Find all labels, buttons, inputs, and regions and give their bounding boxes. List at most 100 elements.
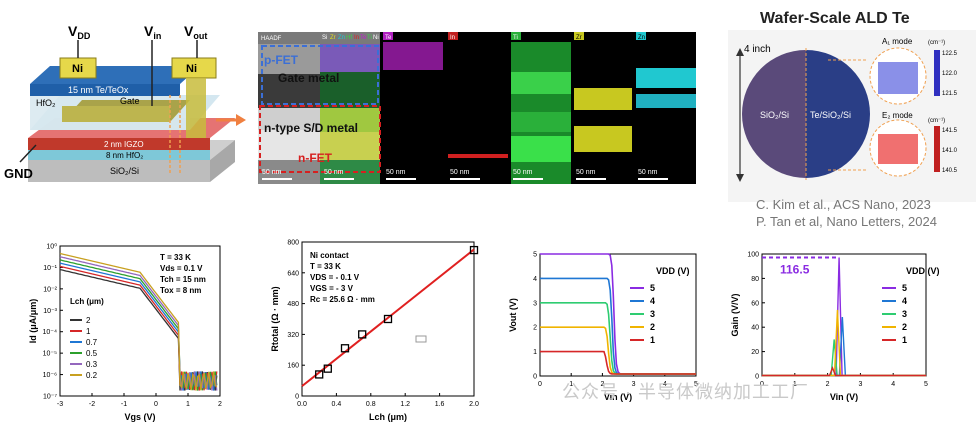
legend-label-2: 2 bbox=[86, 316, 91, 325]
svg-text:122.5: 122.5 bbox=[942, 51, 958, 57]
annotation: VGS = - 3 V bbox=[310, 284, 354, 293]
data-point bbox=[315, 370, 324, 379]
y-tick-label: 800 bbox=[287, 240, 299, 247]
wafer-title: Wafer-Scale ALD Te bbox=[760, 10, 910, 27]
transfer-curve-chart: -3 -2 -1 0 1 2 10⁻⁷ 10⁻⁶ 10⁻⁵ 10⁻⁴ 10⁻³ 10⁻² 10⁻¹ 10⁰… bbox=[28, 243, 222, 423]
a1-map bbox=[878, 62, 918, 94]
x-tick-label: 1.6 bbox=[435, 401, 445, 408]
y-tick-label: 10⁻³ bbox=[43, 308, 57, 315]
hfo2-8nm-label: 8 nm HfO₂ bbox=[106, 151, 143, 160]
legend-title: Lch (μm) bbox=[70, 297, 104, 306]
legend-label-1: 1 bbox=[650, 335, 655, 345]
device-schematic: VDD Vin Vout Ni Ni 15 nm Te/TeOx HfO₂ Ga… bbox=[4, 23, 246, 182]
vin-label: Vin bbox=[144, 23, 161, 41]
x-tick-label: -3 bbox=[57, 401, 63, 408]
x-tick-label: 0 bbox=[154, 401, 158, 408]
y-tick-label: 0 bbox=[533, 374, 537, 381]
y-tick-label: 40 bbox=[751, 325, 759, 332]
x-tick-label: 4 bbox=[891, 381, 895, 388]
citation-list: C. Kim et al., ACS Nano, 2023 P. Tan et … bbox=[756, 196, 937, 230]
y-tick-label: 1 bbox=[533, 349, 537, 356]
svg-text:50 nm: 50 nm bbox=[262, 169, 282, 176]
x-tick-label: 1 bbox=[569, 381, 573, 388]
plot-frame bbox=[301, 241, 475, 397]
watermark: 公众号 · 半导体微纳加工工厂 bbox=[562, 382, 809, 402]
svg-text:121.5: 121.5 bbox=[942, 91, 958, 97]
e2-mode-label: E₂ mode bbox=[882, 111, 913, 120]
svg-text:Te: Te bbox=[360, 35, 367, 41]
wafer-size-label: 4 inch bbox=[744, 44, 771, 55]
x-tick-label: 3 bbox=[632, 381, 636, 388]
svg-text:Hf: Hf bbox=[346, 35, 352, 41]
legend-label-0.2: 0.2 bbox=[86, 371, 98, 380]
annotation: VDS = - 0.1 V bbox=[310, 273, 360, 282]
svg-text:50 nm: 50 nm bbox=[638, 169, 658, 176]
legend-title: VDD (V) bbox=[906, 266, 940, 276]
vdd-label: VDD bbox=[68, 23, 91, 41]
ti-map: Ti bbox=[511, 32, 571, 184]
svg-text:In: In bbox=[450, 35, 455, 41]
data-point bbox=[469, 245, 479, 255]
unit-label-2: (cm⁻¹) bbox=[928, 118, 945, 124]
scale-bars: 50 nm 50 nm 50 nm 50 nm 50 nm 50 nm 50 n… bbox=[262, 169, 668, 180]
legend-label-3: 3 bbox=[650, 309, 655, 319]
svg-text:50 nm: 50 nm bbox=[576, 169, 596, 176]
data-point bbox=[340, 344, 350, 353]
x-tick-label: 4 bbox=[663, 381, 667, 388]
x-tick-label: 5 bbox=[924, 381, 928, 388]
x-axis-label: Vin (V) bbox=[830, 392, 858, 402]
legend-label-0.3: 0.3 bbox=[86, 360, 98, 369]
ni-label-right: Ni bbox=[186, 63, 197, 75]
eds-legend: Si Zr Zn Hf In Te Ti Ni bbox=[322, 35, 379, 41]
zr-map: Zr bbox=[574, 32, 632, 152]
gate-block bbox=[62, 106, 170, 122]
y-tick-label: 10⁻⁷ bbox=[43, 394, 57, 401]
x-tick-label: 0.8 bbox=[366, 401, 376, 408]
nfet-label: n-FET bbox=[298, 151, 333, 165]
legend-title: VDD (V) bbox=[656, 266, 690, 276]
y-axis-label: Vout (V) bbox=[508, 298, 518, 332]
y-tick-label: 480 bbox=[287, 301, 299, 308]
te-map: Te bbox=[383, 32, 443, 70]
legend-label-5: 5 bbox=[902, 283, 907, 293]
ntype-label: n-type S/D metal bbox=[264, 121, 358, 135]
svg-text:Zr: Zr bbox=[330, 35, 336, 41]
legend-label-5: 5 bbox=[650, 283, 655, 293]
series-line-1 bbox=[762, 365, 926, 377]
data-point bbox=[323, 364, 332, 373]
zn-map: Zn bbox=[636, 32, 696, 108]
y-tick-label: 160 bbox=[287, 363, 299, 370]
y-tick-label: 10⁻¹ bbox=[43, 265, 57, 272]
x-tick-label: 2.0 bbox=[469, 401, 479, 408]
annotation: Rc = 25.6 Ω · mm bbox=[310, 295, 375, 304]
y-axis-label: Id (μA/μm) bbox=[28, 299, 38, 344]
annotation: Tch = 15 nm bbox=[160, 275, 206, 284]
y-tick-label: 640 bbox=[287, 270, 299, 277]
sio2-layer bbox=[28, 160, 210, 182]
peak-label: 116.5 bbox=[780, 263, 810, 277]
x-tick-label: 2 bbox=[600, 381, 604, 388]
data-point bbox=[383, 314, 393, 324]
svg-text:Zn: Zn bbox=[638, 35, 645, 41]
hfo2-label: HfO₂ bbox=[36, 98, 56, 108]
fit-line bbox=[301, 248, 475, 387]
plot-frame bbox=[539, 253, 697, 377]
annotation: T = 33 K bbox=[310, 262, 341, 271]
legend-label-0.5: 0.5 bbox=[86, 349, 98, 358]
svg-text:Ti: Ti bbox=[513, 35, 518, 41]
unit-label-1: (cm⁻¹) bbox=[928, 40, 945, 46]
ni-label-left: Ni bbox=[72, 63, 83, 75]
te-layer-label: 15 nm Te/TeOx bbox=[68, 85, 129, 95]
y-tick-label: 320 bbox=[287, 332, 299, 339]
x-tick-label: 0 bbox=[760, 381, 764, 388]
arrow-icon bbox=[236, 114, 246, 126]
x-axis-label: Vin (V) bbox=[604, 392, 632, 402]
svg-text:141.5: 141.5 bbox=[942, 128, 958, 134]
citation-1: C. Kim et al., ACS Nano, 2023 bbox=[756, 197, 931, 212]
wafer-panel: 4 inch SiO₂/Si Te/SiO₂/Si A₁ mode E₂ mod… bbox=[728, 30, 976, 202]
y-tick-label: 0 bbox=[755, 374, 759, 381]
haadf-label: HAADF bbox=[261, 36, 282, 42]
svg-text:141.0: 141.0 bbox=[942, 148, 958, 154]
x-axis-label: Vgs (V) bbox=[124, 412, 155, 422]
legend-label-3: 3 bbox=[902, 309, 907, 319]
